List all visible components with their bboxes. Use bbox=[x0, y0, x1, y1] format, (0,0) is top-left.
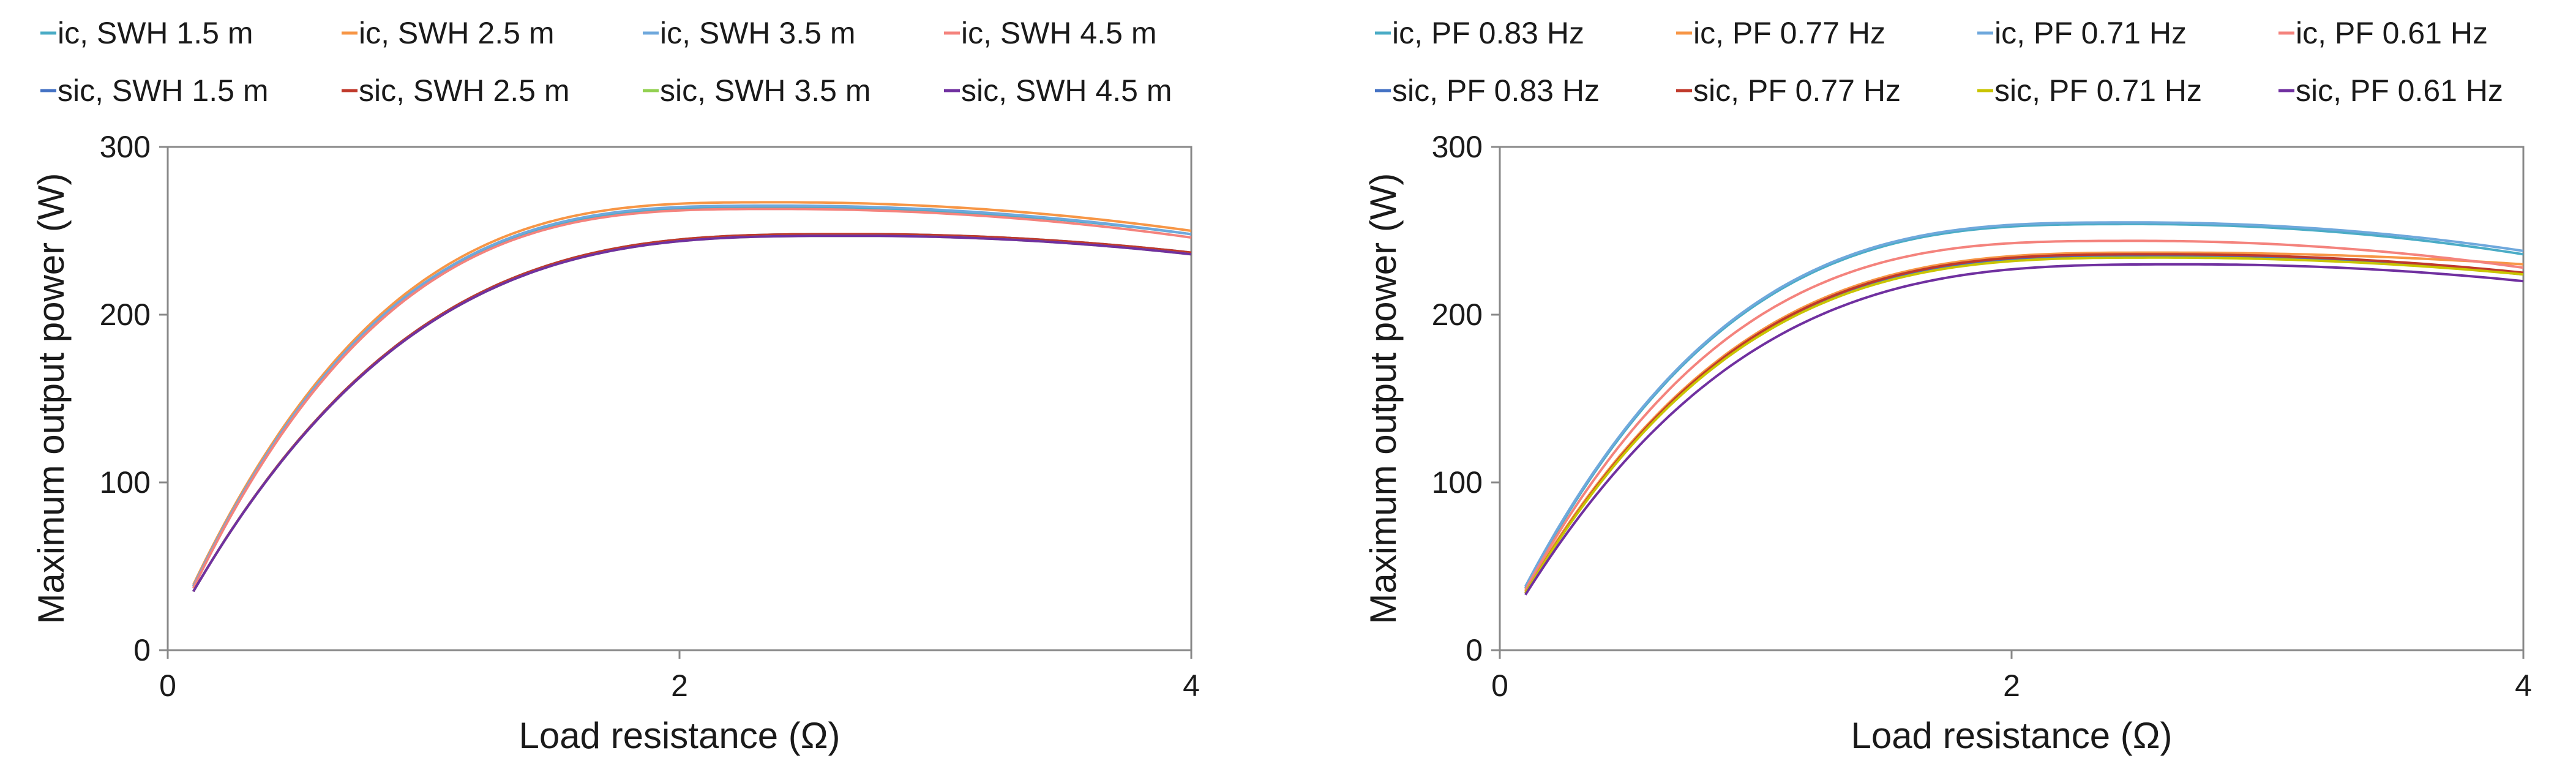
y-tick-label: 0 bbox=[1466, 633, 1483, 667]
y-tick-label: 0 bbox=[133, 633, 151, 667]
y-tick-label: 100 bbox=[1432, 465, 1483, 500]
chart-panel-1: ic, SWH 1.5 m ic, SWH 2.5 m ic, SWH 3.5 m i… bbox=[31, 16, 1200, 756]
legend-entry: sic, PF 0.71 Hz bbox=[1994, 73, 2202, 108]
series-line bbox=[1524, 221, 2524, 587]
series-line bbox=[1524, 253, 2524, 594]
x-tick-label: 4 bbox=[2515, 669, 2532, 703]
x-tick-label: 2 bbox=[671, 669, 688, 703]
series-line bbox=[192, 233, 1192, 593]
legend-entry: sic, PF 0.77 Hz bbox=[1693, 73, 1901, 108]
series-line bbox=[192, 233, 1192, 593]
legend-entry: sic, SWH 1.5 m bbox=[58, 73, 268, 108]
y-tick-label: 200 bbox=[1432, 298, 1483, 332]
series-line bbox=[1524, 263, 2524, 596]
series-line bbox=[192, 201, 1192, 585]
series-line bbox=[192, 234, 1192, 593]
series-line bbox=[192, 204, 1192, 587]
legend-entry: ic, SWH 2.5 m bbox=[359, 16, 554, 50]
legend-entry: sic, SWH 2.5 m bbox=[359, 73, 569, 108]
y-tick-label: 300 bbox=[100, 130, 151, 164]
y-axis-label: Maximum output power (W) bbox=[1363, 173, 1404, 624]
legend-entry: sic, PF 0.61 Hz bbox=[2296, 73, 2503, 108]
series-line bbox=[1524, 251, 2524, 593]
series-line bbox=[192, 208, 1192, 589]
series-line bbox=[1524, 239, 2524, 591]
series-line bbox=[192, 234, 1192, 593]
y-tick-label: 200 bbox=[100, 298, 151, 332]
legend-entry: sic, SWH 4.5 m bbox=[961, 73, 1172, 108]
plot-area bbox=[1499, 146, 2525, 651]
series-line bbox=[1524, 256, 2524, 594]
x-tick-label: 0 bbox=[1491, 669, 1508, 703]
x-axis-label: Load resistance (Ω) bbox=[519, 715, 840, 756]
legend-entry: ic, SWH 1.5 m bbox=[58, 16, 253, 50]
series-line bbox=[192, 206, 1192, 587]
plot-area bbox=[167, 146, 1193, 651]
y-axis-label: Maximum output power (W) bbox=[31, 173, 72, 624]
legend-entry: sic, SWH 3.5 m bbox=[660, 73, 871, 108]
legend-entry: ic, SWH 3.5 m bbox=[660, 16, 855, 50]
x-axis-label: Load resistance (Ω) bbox=[1851, 715, 2172, 756]
series-line bbox=[1524, 223, 2524, 589]
legend-entry: ic, PF 0.77 Hz bbox=[1693, 16, 1885, 50]
series-line bbox=[1524, 255, 2524, 594]
chart-panel-2: ic, PF 0.83 Hz ic, PF 0.77 Hz ic, PF 0.71 … bbox=[1363, 16, 2532, 756]
legend-entry: ic, PF 0.71 Hz bbox=[1994, 16, 2187, 50]
x-tick-label: 0 bbox=[159, 669, 176, 703]
legend-entry: ic, SWH 4.5 m bbox=[961, 16, 1156, 50]
x-tick-label: 4 bbox=[1183, 669, 1200, 703]
x-tick-label: 2 bbox=[2003, 669, 2020, 703]
legend-entry: sic, PF 0.83 Hz bbox=[1392, 73, 1600, 108]
legend-entry: ic, PF 0.61 Hz bbox=[2296, 16, 2488, 50]
legend-entry: ic, PF 0.83 Hz bbox=[1392, 16, 1584, 50]
y-tick-label: 100 bbox=[100, 465, 151, 500]
y-tick-label: 300 bbox=[1432, 130, 1483, 164]
